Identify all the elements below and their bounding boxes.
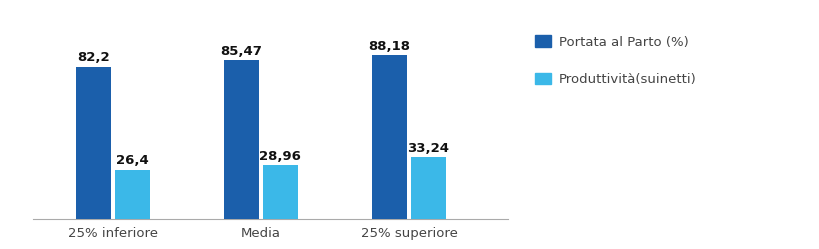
Legend: Portata al Parto (%), Produttività(suinetti): Portata al Parto (%), Produttività(suine… — [531, 31, 700, 90]
Bar — [372, 56, 406, 219]
Bar — [115, 170, 150, 219]
Text: 26,4: 26,4 — [115, 154, 148, 167]
Text: 28,96: 28,96 — [259, 150, 301, 163]
Text: 88,18: 88,18 — [368, 40, 410, 53]
Bar — [224, 61, 259, 219]
Text: 82,2: 82,2 — [77, 51, 110, 64]
Text: 33,24: 33,24 — [407, 142, 449, 155]
Bar — [262, 165, 297, 219]
Bar — [75, 66, 111, 219]
Bar — [410, 157, 446, 219]
Text: 85,47: 85,47 — [220, 45, 262, 58]
